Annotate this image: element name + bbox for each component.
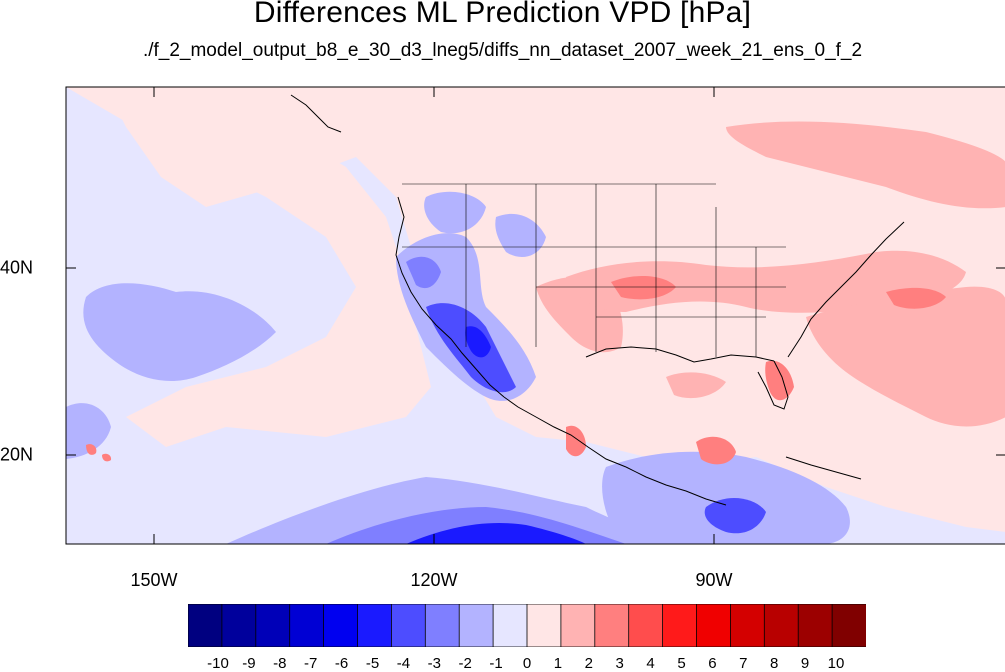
canada-positive-region bbox=[726, 121, 1005, 209]
colorbar-tick-label: 7 bbox=[739, 655, 748, 672]
colorbar-swatch bbox=[526, 604, 562, 647]
colorbar-tick-label: 0 bbox=[522, 655, 532, 672]
plains-positive-strong bbox=[611, 275, 676, 300]
colorbar-tick-label: -10 bbox=[207, 655, 229, 672]
colorbar-swatch bbox=[560, 604, 596, 647]
hawaii-islands bbox=[86, 444, 112, 462]
west-us-negative-3 bbox=[406, 256, 441, 289]
state-borders bbox=[402, 183, 786, 357]
colorbar-swatch bbox=[390, 604, 427, 647]
figure-title: Differences ML Prediction VPD [hPa] bbox=[253, 0, 752, 29]
colorbar-swatch bbox=[594, 604, 630, 647]
colorbar-swatch bbox=[188, 604, 223, 647]
lat-label-40n: 40N bbox=[0, 257, 34, 278]
eastern-pacific-negative-5 bbox=[406, 523, 586, 544]
gulf-stream-positive bbox=[666, 372, 726, 399]
pacific-blob-negative bbox=[83, 283, 276, 382]
map-frame bbox=[65, 86, 1005, 545]
colorbar-swatch bbox=[424, 604, 461, 647]
central-america-negative-strong bbox=[704, 497, 766, 534]
colorbar-tick-label: 8 bbox=[770, 655, 779, 672]
vpd-difference-map bbox=[65, 86, 1005, 545]
colorbar-swatch bbox=[289, 604, 325, 647]
atlantic-positive-region bbox=[806, 286, 1005, 427]
southwest-negative-core bbox=[465, 326, 491, 358]
colorbar-swatch bbox=[662, 604, 698, 647]
colorbar bbox=[188, 604, 866, 647]
colorbar-swatch bbox=[458, 604, 495, 647]
mexico-west-positive-strong bbox=[566, 425, 586, 457]
central-us-positive-band bbox=[566, 250, 966, 313]
colorbar-swatch bbox=[730, 604, 766, 647]
figure-subtitle: ./f_2_model_output_b8_e_30_d3_lneg5/diff… bbox=[142, 40, 863, 61]
lat-label-20n: 20N bbox=[0, 444, 34, 465]
colorbar-tick-label: 2 bbox=[584, 655, 593, 672]
colorbar-swatch bbox=[323, 604, 359, 647]
colorbar-tick-label: 5 bbox=[677, 655, 686, 672]
caribbean-negative-region bbox=[602, 451, 850, 544]
colorbar-tick-label: -8 bbox=[273, 655, 287, 672]
colorbar-tick-label: 10 bbox=[827, 655, 845, 672]
colorbar-swatch bbox=[357, 604, 393, 647]
colorbar-tick-label: 9 bbox=[800, 655, 810, 672]
colorbar-tick-label: -1 bbox=[489, 655, 503, 672]
colorbar-tick-label: -4 bbox=[396, 655, 411, 672]
colorbar-swatch bbox=[221, 604, 257, 647]
colorbar-swatch bbox=[797, 604, 834, 647]
pacific-pink-tongue bbox=[66, 87, 431, 447]
axis-ticks bbox=[66, 87, 1005, 544]
colorbar-tick-label: 3 bbox=[615, 655, 624, 672]
colorbar-tick-label: 1 bbox=[553, 655, 563, 672]
colorbar-tick-label: -6 bbox=[334, 655, 349, 672]
colorbar-tick-label: -9 bbox=[242, 655, 256, 672]
colorbar-tick-label: 6 bbox=[708, 655, 717, 672]
colorbar-tick-label: 4 bbox=[646, 655, 655, 672]
rockies-negative-blob bbox=[495, 213, 546, 257]
colorbar-tick-label: -2 bbox=[458, 655, 472, 672]
atlantic-positive-strong bbox=[886, 287, 946, 309]
colorbar-tick-label: -5 bbox=[365, 655, 380, 672]
colorbar-swatch bbox=[255, 604, 291, 647]
northwest-negative-blob bbox=[424, 191, 486, 234]
colorbar-swatch bbox=[628, 604, 664, 647]
pacific-strip-negative bbox=[66, 403, 111, 459]
lon-label-120w: 120W bbox=[410, 570, 458, 590]
gulf-positive-strong bbox=[696, 436, 736, 465]
colorbar-swatch bbox=[492, 604, 528, 647]
colorbar-tick-label: -3 bbox=[427, 655, 441, 672]
map-panel bbox=[65, 86, 1005, 545]
colorbar-swatch bbox=[696, 604, 732, 647]
colorbar-swatch bbox=[831, 604, 866, 647]
lon-label-150w: 150W bbox=[130, 570, 178, 590]
lon-label-90w: 90W bbox=[695, 570, 733, 590]
colorbar-swatch bbox=[763, 604, 800, 647]
colorbar-tick-label: -7 bbox=[304, 655, 318, 672]
coastlines bbox=[290, 94, 905, 506]
florida-positive bbox=[765, 360, 794, 401]
